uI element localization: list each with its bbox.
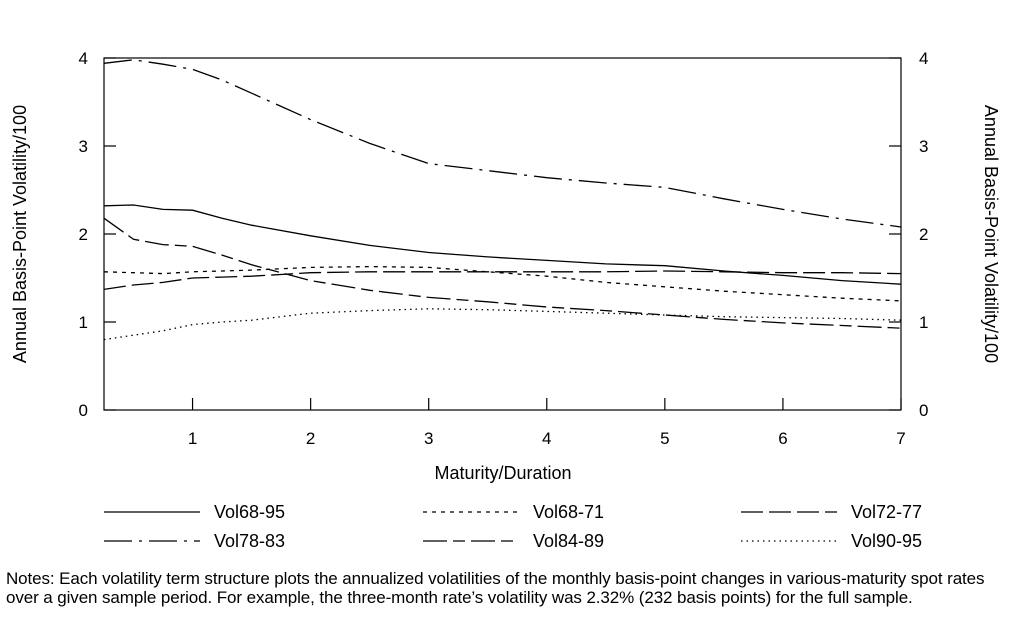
y-tick-label-left: 3: [79, 137, 88, 156]
y-tick-label-left: 1: [79, 313, 88, 332]
series-line-vol68-71: [103, 265, 902, 302]
y-tick-label-left: 0: [79, 401, 88, 420]
series-line-vol84-89: [103, 217, 902, 329]
series-lines: [103, 59, 902, 341]
right-y-axis: 0 1 2 3 4: [889, 49, 928, 420]
legend-label-vol68-71: Vol68-71: [533, 502, 604, 522]
x-tick-label: 5: [660, 429, 669, 448]
plot-area: [103, 57, 902, 411]
series-line-vol68-95: [103, 204, 902, 285]
plot-border: [103, 57, 902, 411]
y-tick-label-left: 4: [79, 49, 88, 68]
legend-label-vol68-95: Vol68-95: [214, 502, 285, 522]
legend: Vol68-95 Vol68-71 Vol72-77 Vol78-83 Vol84-89…: [104, 502, 922, 551]
series-line-vol78-83: [103, 59, 902, 228]
y-tick-label-right: 2: [919, 225, 928, 244]
x-tick-label: 3: [424, 429, 433, 448]
y-axis-title-left: Annual Basis-Point Volatility/100: [10, 105, 30, 363]
x-tick-label: 1: [188, 429, 197, 448]
y-tick-label-right: 4: [919, 49, 928, 68]
y-tick-label-left: 2: [79, 225, 88, 244]
x-tick-label: 2: [306, 429, 315, 448]
x-tick-label: 4: [542, 429, 551, 448]
y-axis-title-right: Annual Basis-Point Volatility/100: [981, 105, 1001, 363]
series-line-vol72-77: [103, 270, 902, 291]
y-tick-label-right: 1: [919, 313, 928, 332]
legend-label-vol84-89: Vol84-89: [533, 531, 604, 551]
volatility-term-structure-chart: 0 1 2 3 4 0 1 2 3 4 1 2 3 4 5 6 7 Annual Basis-Point V…: [10, 49, 1001, 551]
x-tick-label: 7: [896, 429, 905, 448]
legend-label-vol78-83: Vol78-83: [214, 531, 285, 551]
legend-label-vol90-95: Vol90-95: [851, 531, 922, 551]
y-tick-label-right: 0: [919, 401, 928, 420]
x-axis-title: Maturity/Duration: [434, 463, 571, 483]
chart-notes: Notes: Each volatility term structure pl…: [6, 569, 985, 607]
series-line-vol90-95: [103, 308, 902, 341]
left-y-axis: 0 1 2 3 4: [79, 49, 116, 420]
legend-label-vol72-77: Vol72-77: [851, 502, 922, 522]
x-axis: 1 2 3 4 5 6 7: [188, 398, 906, 448]
x-tick-label: 6: [778, 429, 787, 448]
y-tick-label-right: 3: [919, 137, 928, 156]
